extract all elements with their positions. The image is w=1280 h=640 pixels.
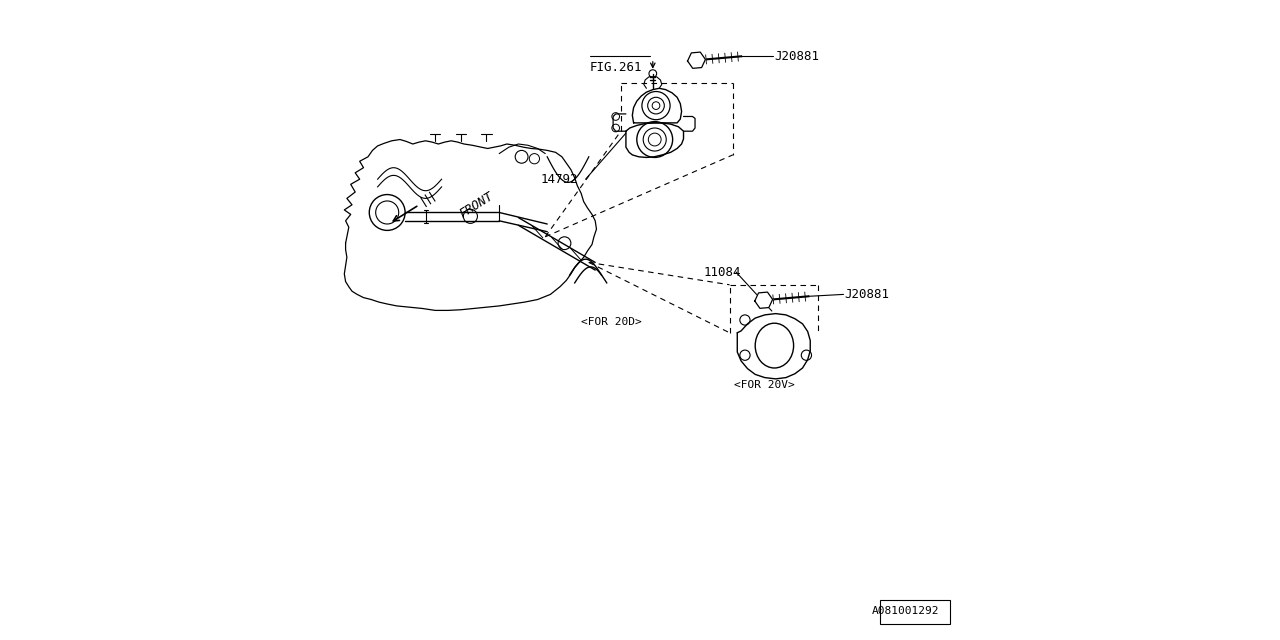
Text: J20881: J20881 bbox=[774, 50, 819, 63]
Polygon shape bbox=[687, 52, 705, 68]
Text: FRONT: FRONT bbox=[458, 189, 497, 220]
Text: FIG.261: FIG.261 bbox=[590, 61, 643, 74]
Polygon shape bbox=[755, 292, 773, 308]
Text: 11084: 11084 bbox=[704, 266, 741, 278]
Text: <FOR 20V>: <FOR 20V> bbox=[735, 380, 795, 390]
Text: <FOR 20D>: <FOR 20D> bbox=[581, 317, 641, 327]
Text: A081001292: A081001292 bbox=[872, 605, 940, 616]
Text: J20881: J20881 bbox=[845, 288, 890, 301]
Text: 14792: 14792 bbox=[540, 173, 579, 186]
